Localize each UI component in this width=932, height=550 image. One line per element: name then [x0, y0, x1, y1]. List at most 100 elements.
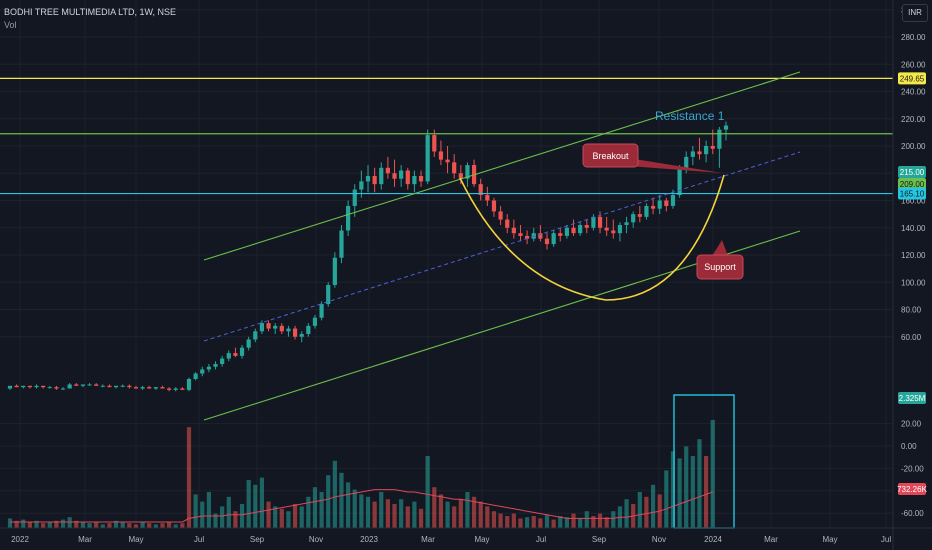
- candle-body: [339, 230, 344, 258]
- candle-body: [173, 388, 178, 390]
- candle-body: [220, 358, 225, 364]
- candle-body: [544, 238, 550, 245]
- candle-body: [266, 323, 271, 329]
- candle-body: [7, 385, 13, 389]
- chart-header: BODHI TREE MULTIMEDIA LTD, 1W, NSE Vol: [4, 6, 176, 32]
- x-tick-label: Sep: [250, 535, 265, 544]
- candle-body: [299, 334, 304, 337]
- candle-body: [259, 323, 265, 332]
- breakout-callout: [582, 143, 639, 168]
- candle-body: [584, 225, 589, 228]
- candle-body: [113, 385, 119, 388]
- volume-bar: [511, 513, 516, 528]
- volume-bar: [200, 501, 205, 528]
- volume-bar: [525, 517, 530, 528]
- volume-bar: [359, 494, 364, 528]
- volume-bar: [292, 504, 298, 528]
- candle-body: [286, 328, 291, 332]
- last-price-label-bg: [898, 166, 926, 178]
- price-tick-label: 260.00: [901, 60, 926, 69]
- currency-button[interactable]: INR: [902, 4, 928, 22]
- candle-body: [87, 384, 92, 386]
- volume-bar: [233, 511, 238, 528]
- volume-ma-value-label-bg: [898, 483, 926, 495]
- candle-body: [392, 173, 397, 179]
- volume-bar: [445, 501, 450, 528]
- x-tick-label: Sep: [592, 535, 607, 544]
- volume-bar: [67, 517, 72, 528]
- candle-body: [273, 325, 278, 329]
- x-tick-label: Nov: [309, 535, 323, 544]
- candle-body: [332, 257, 337, 285]
- candle-body: [140, 387, 145, 389]
- candle-body: [372, 175, 377, 185]
- symbol-title[interactable]: BODHI TREE MULTIMEDIA LTD, 1W, NSE: [4, 7, 177, 17]
- price-tick-label: 120.00: [901, 251, 926, 260]
- volume-bar: [21, 519, 26, 528]
- volume-bar: [710, 420, 715, 528]
- candle-body: [438, 151, 444, 160]
- candle-body: [697, 151, 702, 155]
- candle-body: [551, 233, 556, 245]
- candle-body: [690, 151, 695, 157]
- candle-body: [491, 200, 497, 212]
- volume-bar: [120, 522, 125, 528]
- volume-bar: [193, 494, 198, 528]
- volume-bar: [306, 496, 311, 528]
- volume-bar: [551, 519, 556, 528]
- candle-body: [120, 385, 125, 387]
- volume-bar: [564, 517, 569, 528]
- candle-body: [67, 384, 72, 389]
- candle-body: [664, 200, 669, 206]
- volume-bar: [299, 506, 304, 528]
- candle-body: [485, 195, 490, 201]
- candle-body: [717, 129, 722, 149]
- candle-body: [365, 175, 371, 182]
- candle-body: [518, 233, 523, 236]
- candle-body: [418, 175, 424, 182]
- volume-ma-value-label: 732.26K: [897, 485, 927, 494]
- candle-body: [167, 388, 172, 390]
- volume-bar: [326, 475, 331, 528]
- candle-body: [206, 366, 211, 370]
- volume-bar: [27, 522, 32, 528]
- volume-bar: [127, 523, 132, 528]
- candle-body: [677, 167, 682, 196]
- volume-bar: [697, 439, 702, 528]
- volume-bar: [279, 508, 284, 528]
- volume-bar: [346, 482, 351, 528]
- upper-channel-line: [203, 71, 801, 261]
- volume-bar: [167, 522, 172, 528]
- volume-indicator-label[interactable]: Vol: [4, 20, 17, 30]
- volume-bar: [147, 523, 152, 528]
- volume-bar: [140, 522, 145, 528]
- x-tick-label: 2023: [360, 535, 378, 544]
- candle-body: [14, 385, 19, 388]
- candle-body: [478, 184, 483, 196]
- candle-body: [452, 162, 457, 174]
- x-tick-label: 2024: [704, 535, 722, 544]
- volume-value-label-bg: [898, 392, 926, 404]
- volume-bar: [379, 492, 384, 528]
- volume-bar: [465, 492, 470, 528]
- volume-bar: [690, 456, 695, 528]
- price-tick-label: 220.00: [901, 115, 926, 124]
- candle-body: [432, 135, 437, 152]
- price-tick-label: 80.00: [901, 306, 922, 315]
- volume-bar: [471, 496, 477, 528]
- volume-bar: [704, 456, 709, 528]
- candle-body: [710, 146, 715, 149]
- volume-bar: [385, 499, 390, 528]
- last-price-label: 215.00: [900, 168, 925, 177]
- volume-bar: [405, 506, 410, 528]
- candle-body: [684, 156, 689, 168]
- candle-body: [591, 216, 596, 228]
- candles: [7, 121, 729, 392]
- price-tick-label: 60.00: [901, 333, 922, 342]
- price-tick-label: 240.00: [901, 88, 926, 97]
- candle-body: [226, 353, 231, 359]
- yellow-line-price-label: 249.65: [900, 74, 925, 83]
- candle-body: [326, 284, 331, 305]
